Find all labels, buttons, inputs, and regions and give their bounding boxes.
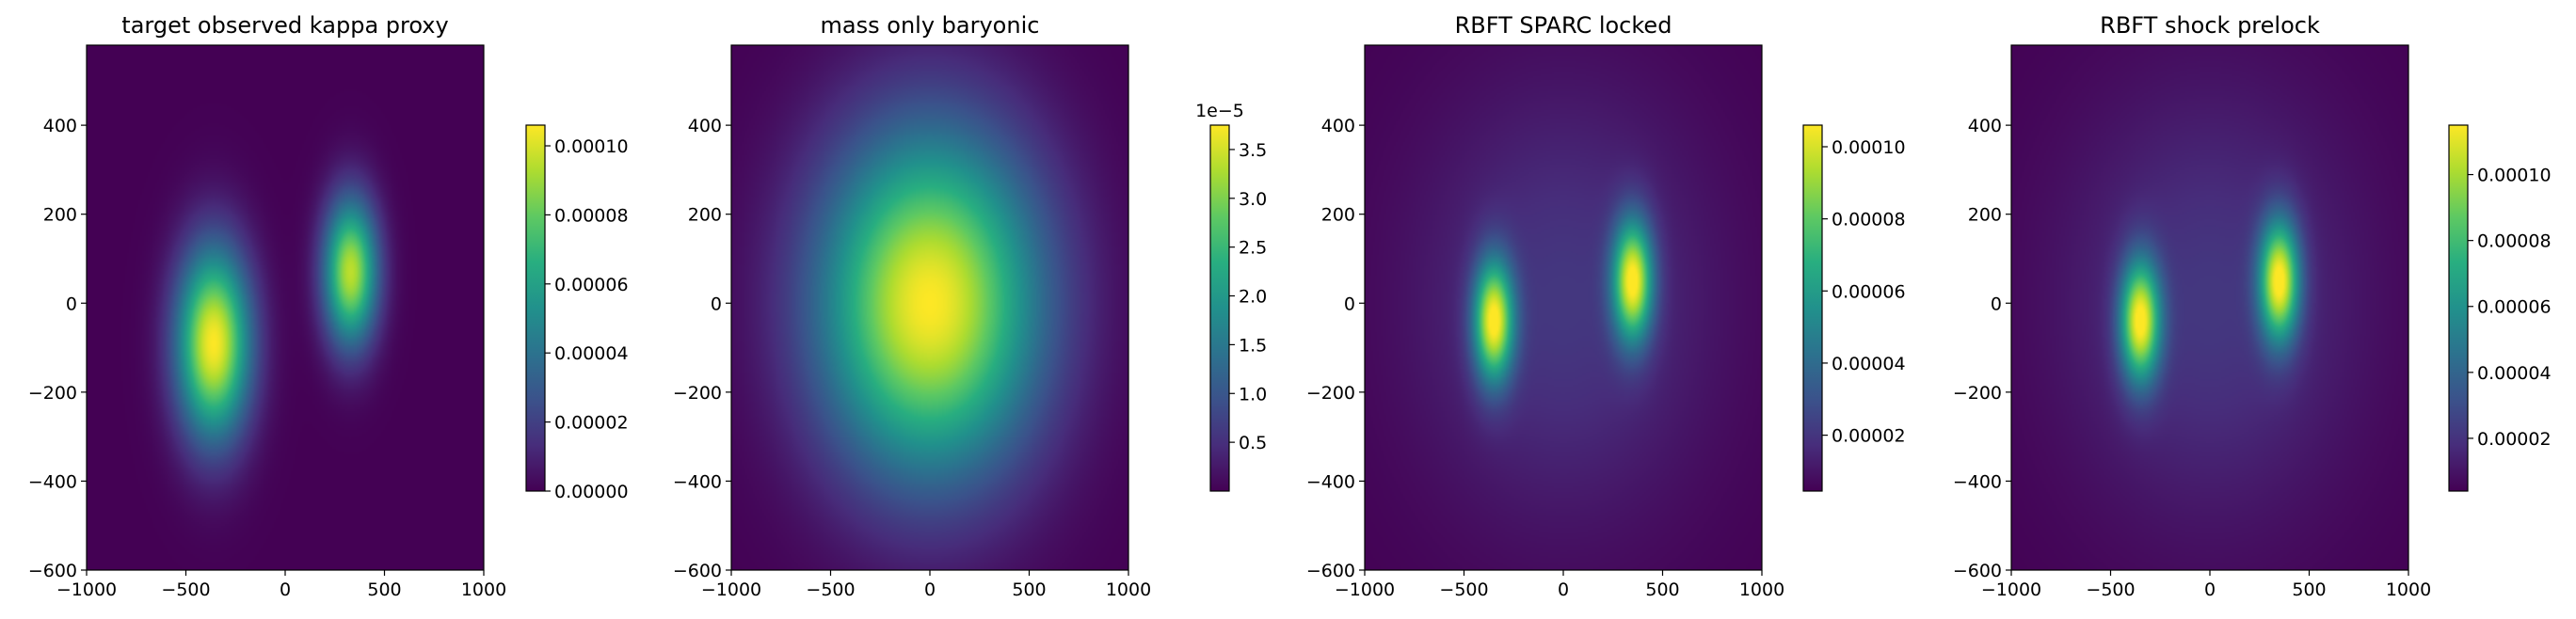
x-tick-label: −500 (161, 579, 210, 600)
x-tick-label: 500 (1012, 579, 1046, 600)
y-tick-label: −400 (28, 471, 77, 492)
x-tick-label: −1000 (1981, 579, 2041, 600)
panel-4: RBFT shock prelock −1000 −500 0 500 1000 −600 −… (1953, 12, 2552, 600)
x-tick-label: 0 (924, 579, 936, 600)
colorbar-gradient (1803, 125, 1822, 491)
colorbar-tick-label: 0.00006 (554, 275, 629, 295)
colorbar-offset-label: 1e−5 (1195, 101, 1244, 121)
y-tick-label: 0 (1344, 294, 1355, 314)
heatmap-image (87, 45, 484, 570)
colorbar-tick-label: 3.0 (1239, 189, 1267, 210)
colorbar-tick-label: 0.00004 (2477, 363, 2552, 384)
colorbar-tick-label: 0.00006 (1832, 281, 1906, 302)
x-tick-label: −1000 (56, 579, 117, 600)
x-tick-label: −500 (2086, 579, 2135, 600)
x-tick-label: 1000 (2386, 579, 2431, 600)
y-tick-label: −600 (673, 561, 722, 581)
y-tick-label: −200 (28, 383, 77, 404)
x-tick-label: 0 (1558, 579, 1569, 600)
colorbar-frame (525, 124, 546, 492)
x-tick-label: −1000 (1335, 579, 1395, 600)
colorbar-tick-label: 2.5 (1239, 238, 1267, 259)
colorbar-tick-label: 0.00002 (2477, 429, 2552, 450)
y-tick-label: −400 (673, 471, 722, 492)
y-tick-label: −600 (28, 561, 77, 581)
colorbar-tick-label: 0.5 (1239, 433, 1267, 453)
colorbar-tick-label: 2.0 (1239, 287, 1267, 308)
y-tick-label: −600 (1306, 561, 1355, 581)
colorbar-tick-label: 0.00008 (2477, 231, 2552, 252)
x-tick-label: −500 (1439, 579, 1488, 600)
y-tick-label: 400 (1968, 116, 2002, 136)
colorbar-frame (1802, 124, 1823, 492)
y-tick-label: −600 (1953, 561, 2002, 581)
y-tick-label: 400 (1321, 116, 1355, 136)
heatmap-image (1365, 45, 1762, 570)
y-tick-label: −200 (673, 383, 722, 404)
x-tick-label: 500 (367, 579, 401, 600)
panel-3: RBFT SPARC locked −1000 −500 0 500 1000 −600 −4… (1306, 12, 1906, 600)
colorbar-tick-label: 0.00002 (554, 413, 629, 434)
colorbar-tick-label: 0.00006 (2477, 297, 2552, 318)
x-tick-label: 0 (2204, 579, 2216, 600)
panel-1: target observed kappa proxy −1000 −500 0 500… (28, 12, 629, 600)
panel-title: mass only baryonic (821, 12, 1040, 39)
colorbar-tick-label: 0.00010 (554, 136, 629, 157)
colorbar-tick-label: 3.5 (1239, 140, 1267, 161)
x-tick-label: 1000 (1106, 579, 1151, 600)
colorbar-tick-label: 0.00004 (1832, 354, 1906, 374)
colorbar-frame (2448, 124, 2469, 492)
y-tick-label: 200 (1321, 205, 1355, 226)
colorbar-tick-label: 1.5 (1239, 335, 1267, 356)
y-tick-label: −200 (1953, 383, 2002, 404)
y-tick-label: 200 (688, 205, 722, 226)
colorbar-gradient (526, 125, 545, 491)
x-tick-label: 1000 (1739, 579, 1784, 600)
panel-title: target observed kappa proxy (121, 12, 448, 39)
colorbar-tick-label: 0.00004 (554, 343, 629, 364)
y-tick-label: −400 (1953, 471, 2002, 492)
colorbar-tick-label: 1.0 (1239, 384, 1267, 405)
panel-title: RBFT SPARC locked (1455, 12, 1672, 39)
x-tick-label: 500 (2292, 579, 2326, 600)
y-tick-label: 0 (711, 294, 722, 314)
colorbar-frame (1209, 124, 1230, 492)
heatmap-image (2011, 45, 2408, 570)
colorbar-tick-label: 0.00008 (1832, 210, 1906, 230)
y-tick-label: 200 (1968, 205, 2002, 226)
colorbar-tick-label: 0.00010 (1832, 137, 1906, 158)
colorbar-tick-label: 0.00000 (554, 482, 629, 502)
colorbar-gradient (1210, 125, 1229, 491)
colorbar-tick-label: 0.00002 (1832, 426, 1906, 447)
panel-2: mass only baryonic −1000 −500 0 500 1000 −600 −… (673, 12, 1267, 600)
y-tick-label: 400 (688, 116, 722, 136)
x-tick-label: 500 (1645, 579, 1679, 600)
y-tick-label: −400 (1306, 471, 1355, 492)
colorbar-tick-label: 0.00008 (554, 205, 629, 226)
x-tick-label: 0 (280, 579, 291, 600)
panel-title: RBFT shock prelock (2100, 12, 2320, 39)
colorbar-tick-label: 0.00010 (2477, 166, 2552, 186)
x-tick-label: −500 (806, 579, 855, 600)
colorbar-gradient (2449, 125, 2468, 491)
y-tick-label: 0 (1991, 294, 2002, 314)
heatmap-image (731, 45, 1128, 570)
y-tick-label: 200 (43, 205, 77, 226)
y-tick-label: −200 (1306, 383, 1355, 404)
x-tick-label: −1000 (701, 579, 761, 600)
y-tick-label: 0 (66, 294, 77, 314)
y-tick-label: 400 (43, 116, 77, 136)
x-tick-label: 1000 (461, 579, 506, 600)
